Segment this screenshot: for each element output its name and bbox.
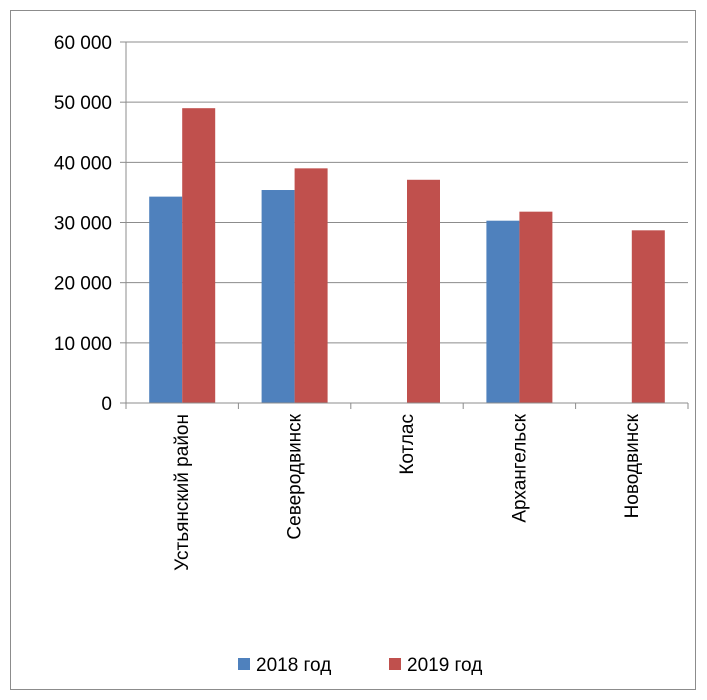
y-tick-label: 50 000 [54,93,112,114]
bar-2019 [631,230,665,403]
y-tick-label: 20 000 [54,274,112,295]
legend-swatch [389,658,401,670]
y-axis-tick-labels: 0 10 000 20 000 30 000 40 000 50 000 60 000 [54,33,112,415]
x-category-label: Новодвинск [622,413,643,518]
legend-label: 2018 год [256,655,331,676]
bars [149,108,665,403]
bar-2019 [519,211,553,403]
bar-2018 [486,220,520,403]
bar-2018 [149,196,183,403]
bar-2019 [182,108,216,403]
y-tick-label: 10 000 [54,334,112,355]
y-tick-label: 0 [101,394,112,415]
bar-2019 [294,168,328,403]
x-axis-category-labels: Устьянский район Северодвинск Котлас Арханг… [172,413,643,570]
y-tick-label: 60 000 [54,33,112,54]
chart-frame [10,10,696,690]
axes [125,42,689,409]
bar-2018 [261,190,295,403]
bar-2019 [407,179,440,403]
x-category-label: Архангельск [509,413,530,522]
y-tick-label: 40 000 [54,153,112,174]
legend-swatch [238,658,250,670]
x-category-label: Устьянский район [172,414,193,571]
x-category-label: Котлас [397,414,418,475]
x-category-label: Северодвинск [285,413,306,539]
y-tick-label: 30 000 [54,214,112,235]
legend: 2018 год 2019 год [238,655,482,676]
legend-label: 2019 год [407,655,482,676]
